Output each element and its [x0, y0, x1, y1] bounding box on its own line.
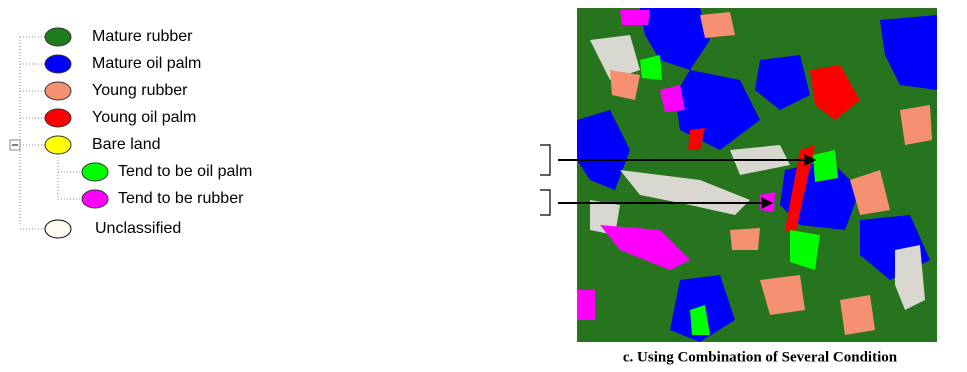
legend-swatch [45, 220, 71, 238]
legend-label: Tend to be rubber [118, 190, 244, 207]
legend-label: Young oil palm [92, 109, 196, 126]
legend-label: Mature oil palm [92, 55, 201, 72]
legend-swatch [45, 136, 71, 154]
legend-label: Young rubber [92, 82, 188, 99]
legend-label: Tend to be oil palm [118, 163, 252, 180]
legend-swatch [82, 190, 108, 208]
classification-map [577, 8, 937, 342]
legend-swatch [45, 82, 71, 100]
legend-tree: Mature rubber Mature oil palm Young rubber… [10, 28, 252, 238]
legend-label: Mature rubber [92, 28, 193, 45]
figure: Mature rubber Mature oil palm Young rubber… [0, 0, 967, 372]
legend-swatch [45, 55, 71, 73]
legend-swatch [82, 163, 108, 181]
caption: c. Using Combination of Several Conditio… [623, 349, 898, 365]
legend-swatch [45, 28, 71, 46]
legend-swatch [45, 109, 71, 127]
legend-label: Unclassified [95, 220, 181, 237]
legend-label: Bare land [92, 136, 161, 153]
